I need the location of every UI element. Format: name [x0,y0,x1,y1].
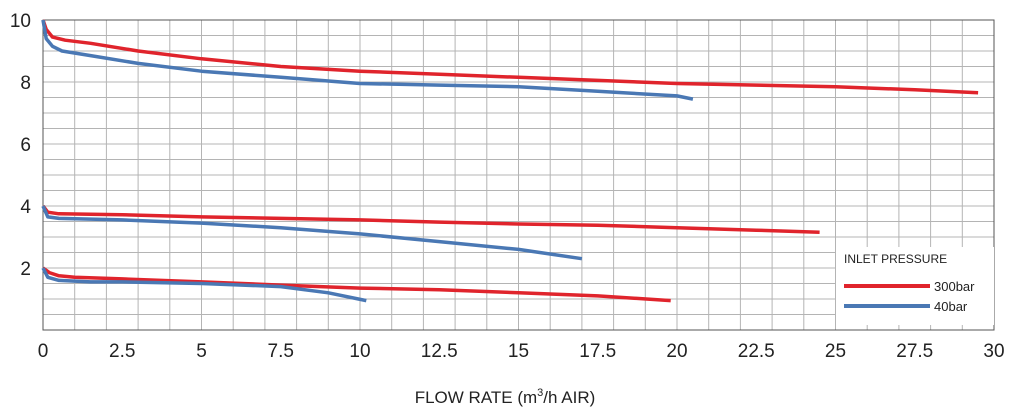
grid [43,20,994,330]
x-tick-label: 10 [349,341,370,362]
x-tick-label: 15 [508,341,529,362]
x-tick-label: 7.5 [268,341,294,362]
x-tick-label: 25 [825,341,846,362]
legend-label-40bar: 40bar [934,299,968,314]
legend-title: INLET PRESSURE [844,252,947,266]
series-line-300bar-0 [41,19,979,95]
series-line-40bar-5 [41,267,367,303]
x-tick-label: 12.5 [421,341,458,362]
series-line-40bar-3 [41,205,583,261]
legend: INLET PRESSURE 300bar 40bar [836,247,994,325]
series-line-300bar-2 [41,204,820,235]
x-tick-label: 17.5 [579,341,616,362]
y-tick-label: 2 [20,259,31,280]
legend-label-300bar: 300bar [934,279,975,294]
axes [42,19,995,331]
data-series [41,19,979,303]
y-tick-label: 4 [20,197,31,218]
x-tick-label: 30 [983,341,1004,362]
x-tick-label: 20 [666,341,687,362]
x-tick-label: 2.5 [109,341,135,362]
series-line-40bar-1 [41,19,694,101]
x-tick-label: 22.5 [738,341,775,362]
tick-labels: 0 2.5 5 7.5 10 12.5 15 17.5 20 22.5 25 27.5 30 2 4 6 8 10 [10,11,1005,362]
x-tick-label: 0 [38,341,49,362]
y-tick-label: 6 [20,135,31,156]
x-tick-label: 27.5 [896,341,933,362]
y-tick-label: 10 [10,11,31,32]
plot-frame [42,19,995,331]
x-axis-title: FLOW RATE (m3/h AIR) [415,387,596,407]
x-tick-label: 5 [196,341,207,362]
y-tick-label: 8 [20,73,31,94]
series-line-300bar-4 [41,266,671,303]
